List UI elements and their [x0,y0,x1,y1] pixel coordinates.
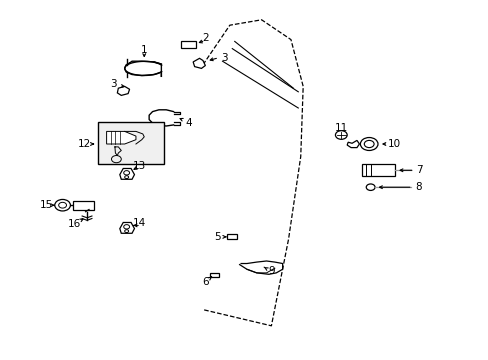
Bar [227,234,237,239]
Polygon shape [193,58,205,68]
Circle shape [335,131,346,139]
Text: 2: 2 [202,33,208,43]
Polygon shape [120,168,134,179]
Circle shape [55,199,70,211]
Polygon shape [106,131,136,144]
Text: 14: 14 [132,218,146,228]
Bar [98,122,163,164]
Text: 7: 7 [415,165,422,175]
Text: 15: 15 [40,200,53,210]
Polygon shape [117,86,129,95]
Text: 5: 5 [214,232,221,242]
Text: 6: 6 [202,276,208,287]
Text: 11: 11 [334,123,347,133]
Circle shape [360,138,377,150]
Text: 10: 10 [387,139,400,149]
Text: 16: 16 [67,219,81,229]
Text: 12: 12 [77,139,91,149]
Bar [73,201,94,210]
Bar [210,273,219,277]
Text: 8: 8 [414,182,421,192]
Text: 4: 4 [184,118,191,128]
Text: 3: 3 [110,79,117,89]
Text: 3: 3 [221,53,228,63]
Polygon shape [346,140,359,148]
Bar [181,41,195,48]
Bar [361,164,394,176]
Text: 1: 1 [141,45,147,55]
Text: 9: 9 [267,266,274,276]
Polygon shape [120,222,134,233]
Text: 13: 13 [132,161,146,171]
